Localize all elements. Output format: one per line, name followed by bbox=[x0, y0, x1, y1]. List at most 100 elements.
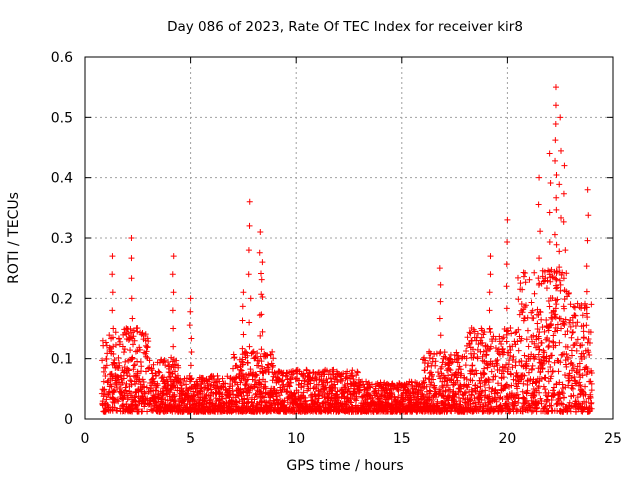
x-tick-label: 5 bbox=[186, 431, 195, 447]
data-point bbox=[258, 276, 265, 283]
data-point bbox=[545, 344, 552, 351]
data-point bbox=[348, 399, 355, 406]
data-point bbox=[445, 372, 452, 379]
data-point bbox=[259, 293, 266, 300]
data-point bbox=[103, 356, 110, 363]
data-point bbox=[524, 327, 531, 334]
data-point bbox=[426, 387, 433, 394]
data-point bbox=[258, 381, 265, 388]
data-point bbox=[143, 353, 150, 360]
data-point bbox=[270, 355, 277, 362]
data-point bbox=[530, 315, 537, 322]
data-point bbox=[344, 368, 351, 375]
data-point bbox=[172, 368, 179, 375]
data-point bbox=[573, 347, 580, 354]
data-point bbox=[583, 288, 590, 295]
data-point bbox=[238, 367, 245, 374]
data-point bbox=[353, 394, 360, 401]
data-point bbox=[154, 382, 161, 389]
data-point bbox=[464, 334, 471, 341]
data-point bbox=[120, 349, 127, 356]
data-point bbox=[103, 396, 110, 403]
data-point bbox=[481, 365, 488, 372]
data-point bbox=[436, 350, 443, 357]
data-point bbox=[224, 373, 231, 380]
data-point bbox=[133, 402, 140, 409]
data-point bbox=[561, 162, 568, 169]
data-point bbox=[436, 315, 443, 322]
data-point bbox=[125, 367, 132, 374]
data-point bbox=[258, 358, 265, 365]
data-point bbox=[536, 174, 543, 181]
data-point bbox=[512, 329, 519, 336]
data-point bbox=[271, 385, 278, 392]
data-point bbox=[122, 387, 129, 394]
data-point bbox=[267, 351, 274, 358]
data-point bbox=[388, 389, 395, 396]
data-point bbox=[128, 381, 135, 388]
data-point bbox=[525, 343, 532, 350]
data-point bbox=[245, 271, 252, 278]
data-point bbox=[454, 377, 461, 384]
data-point bbox=[212, 379, 219, 386]
data-point bbox=[339, 377, 346, 384]
data-point bbox=[466, 341, 473, 348]
data-point bbox=[173, 357, 180, 364]
data-point bbox=[255, 362, 262, 369]
data-point bbox=[150, 361, 157, 368]
data-point bbox=[570, 328, 577, 335]
data-point bbox=[568, 334, 575, 341]
y-axis-label: ROTI / TECUs bbox=[6, 192, 22, 284]
data-point bbox=[486, 325, 493, 332]
y-tick-label: 0 bbox=[64, 412, 73, 428]
data-point bbox=[469, 377, 476, 384]
data-point bbox=[378, 398, 385, 405]
data-point bbox=[559, 390, 566, 397]
data-point bbox=[275, 375, 282, 382]
data-point bbox=[503, 283, 510, 290]
data-point bbox=[430, 376, 437, 383]
data-point bbox=[127, 377, 134, 384]
data-point bbox=[269, 348, 276, 355]
data-point bbox=[141, 383, 148, 390]
data-point bbox=[242, 348, 249, 355]
data-point bbox=[247, 295, 254, 302]
data-point bbox=[167, 376, 174, 383]
data-point bbox=[170, 253, 177, 260]
data-point bbox=[258, 311, 265, 318]
data-point bbox=[521, 352, 528, 359]
data-point bbox=[258, 291, 265, 298]
data-point bbox=[427, 388, 434, 395]
data-point bbox=[270, 362, 277, 369]
x-tick-label: 25 bbox=[604, 431, 622, 447]
data-point bbox=[142, 331, 149, 338]
data-point bbox=[191, 396, 198, 403]
data-points bbox=[98, 84, 595, 415]
data-point bbox=[552, 102, 559, 109]
data-point bbox=[169, 271, 176, 278]
data-point bbox=[174, 384, 181, 391]
data-point bbox=[520, 273, 527, 280]
data-point bbox=[115, 354, 122, 361]
data-point bbox=[264, 352, 271, 359]
data-point bbox=[466, 396, 473, 403]
data-point bbox=[422, 357, 429, 364]
data-point bbox=[139, 376, 146, 383]
data-point bbox=[280, 381, 287, 388]
data-point bbox=[253, 372, 260, 379]
data-point bbox=[101, 386, 108, 393]
data-point bbox=[314, 399, 321, 406]
data-point bbox=[558, 214, 565, 221]
data-point bbox=[143, 348, 150, 355]
data-point bbox=[229, 382, 236, 389]
data-point bbox=[354, 368, 361, 375]
data-point bbox=[120, 375, 127, 382]
data-point bbox=[300, 383, 307, 390]
data-point bbox=[145, 338, 152, 345]
data-point bbox=[128, 235, 135, 241]
data-point bbox=[543, 285, 550, 292]
data-point bbox=[231, 354, 238, 361]
data-point bbox=[454, 359, 461, 366]
data-point bbox=[146, 357, 153, 364]
data-point bbox=[424, 363, 431, 370]
